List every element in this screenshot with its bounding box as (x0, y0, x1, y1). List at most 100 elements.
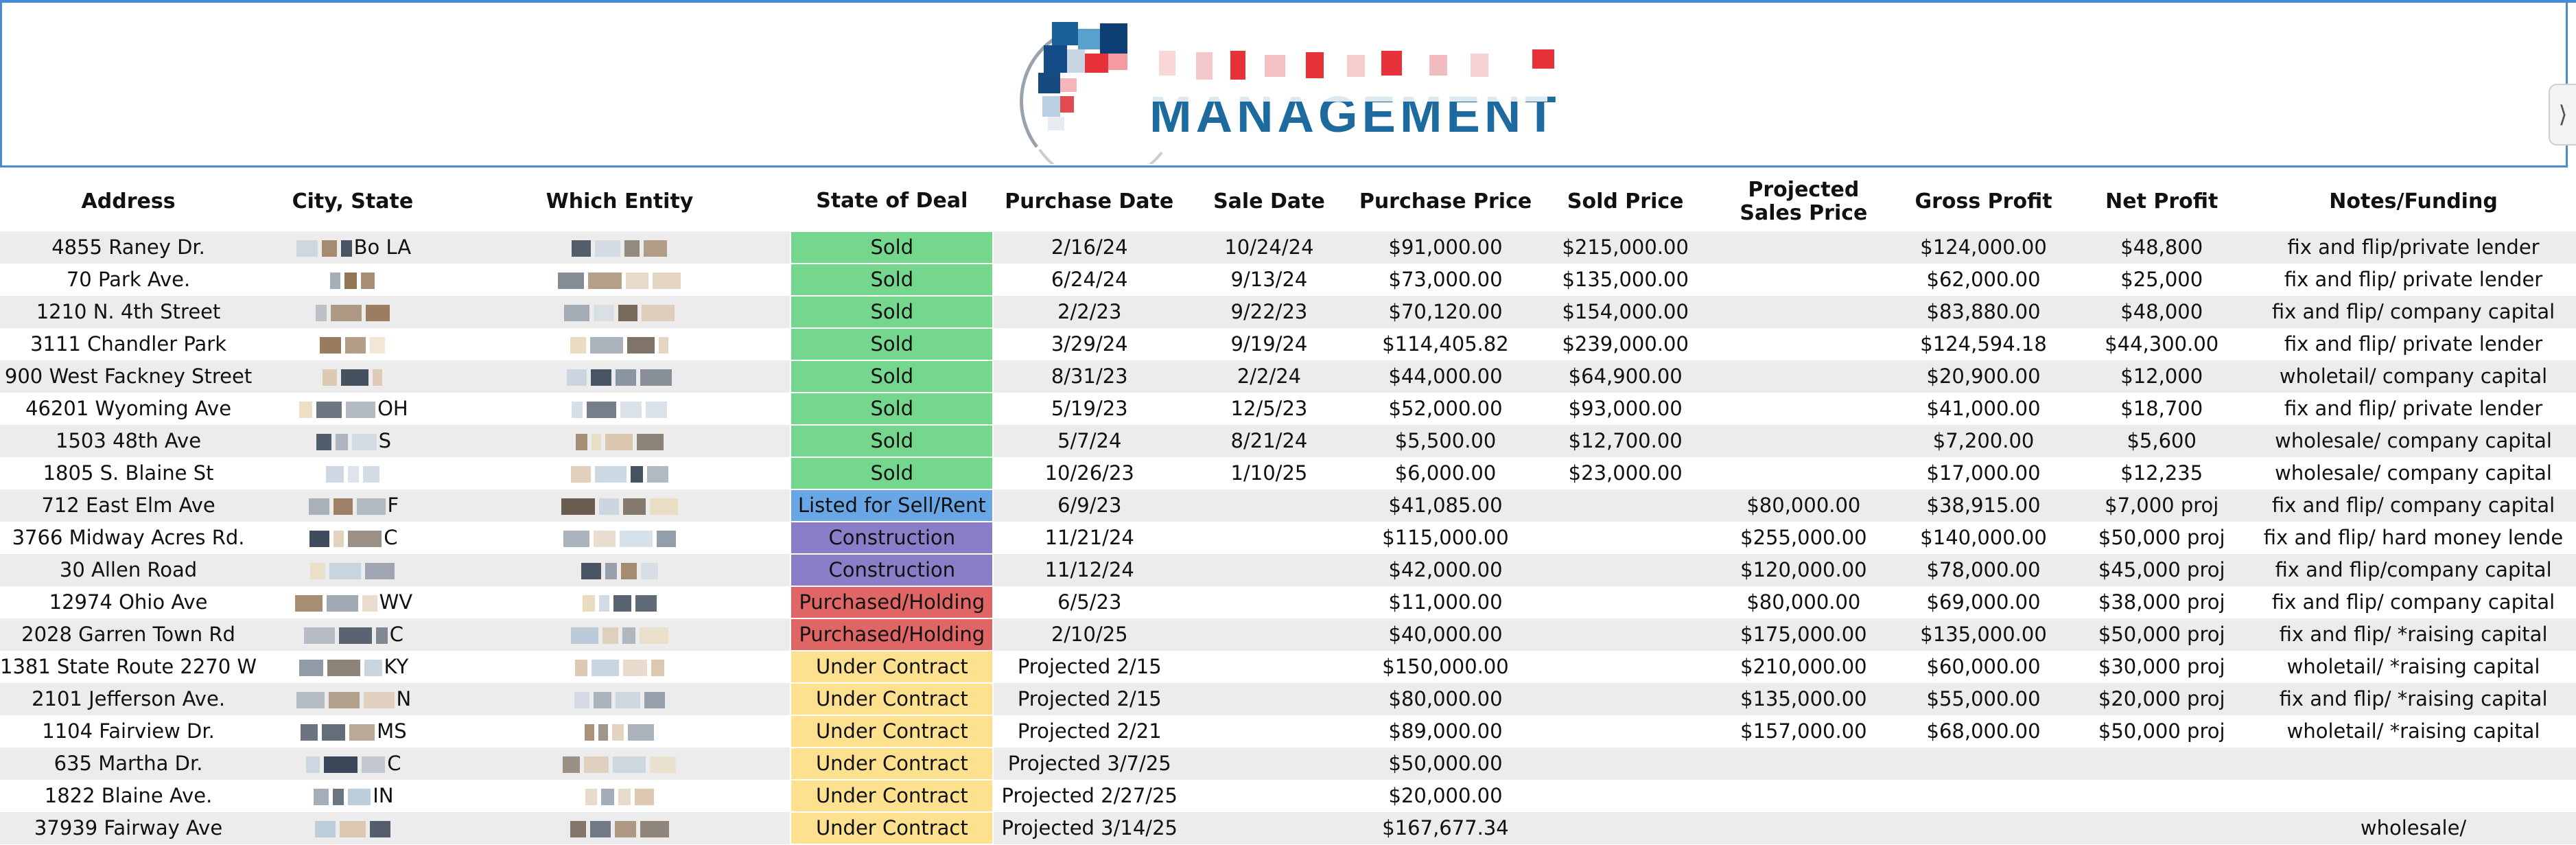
sold-price-cell[interactable]: $154,000.00 (1538, 296, 1713, 328)
city-state-cell[interactable] (257, 812, 449, 844)
status-cell[interactable]: Sold (790, 392, 994, 426)
sold-price-cell[interactable]: $215,000.00 (1538, 231, 1713, 264)
gross-profit-cell[interactable]: $124,594.18 (1894, 328, 2073, 360)
entity-cell[interactable] (448, 651, 791, 683)
city-state-cell[interactable]: IN (257, 780, 449, 812)
entity-cell[interactable] (448, 393, 791, 425)
city-state-cell[interactable] (257, 554, 449, 586)
address-cell[interactable]: 70 Park Ave. (0, 264, 257, 296)
entity-cell[interactable] (448, 812, 791, 844)
projected-sales-price-cell[interactable] (1713, 780, 1895, 812)
entity-cell[interactable] (448, 780, 791, 812)
city-state-cell[interactable] (257, 328, 449, 360)
entity-cell[interactable] (448, 360, 791, 393)
sold-price-cell[interactable]: $135,000.00 (1538, 264, 1713, 296)
notes-funding-cell[interactable]: wholetail/ company capital (2251, 360, 2576, 393)
purchase-price-cell[interactable]: $41,085.00 (1353, 489, 1538, 522)
status-cell[interactable]: Sold (790, 424, 994, 458)
notes-funding-cell[interactable] (2251, 780, 2576, 812)
city-state-cell[interactable]: C (257, 522, 449, 554)
net-profit-cell[interactable]: $20,000 proj (2072, 683, 2251, 715)
sale-date-cell[interactable] (1185, 586, 1353, 618)
projected-sales-price-cell[interactable] (1713, 457, 1895, 489)
purchase-price-cell[interactable]: $50,000.00 (1353, 748, 1538, 780)
net-profit-cell[interactable]: $18,700 (2072, 393, 2251, 425)
net-profit-cell[interactable]: $50,000 proj (2072, 715, 2251, 748)
sale-date-cell[interactable]: 2/2/24 (1185, 360, 1353, 393)
entity-cell[interactable] (448, 296, 791, 328)
notes-funding-cell[interactable]: fix and flip/private lender (2251, 231, 2576, 264)
projected-sales-price-cell[interactable]: $80,000.00 (1713, 489, 1895, 522)
address-cell[interactable]: 1210 N. 4th Street (0, 296, 257, 328)
gross-profit-cell[interactable] (1894, 748, 2073, 780)
sold-price-cell[interactable] (1538, 554, 1713, 586)
status-cell[interactable]: Sold (790, 263, 994, 297)
sale-date-cell[interactable]: 9/22/23 (1185, 296, 1353, 328)
notes-funding-cell[interactable]: wholesale/ company capital (2251, 425, 2576, 457)
purchase-price-cell[interactable]: $80,000.00 (1353, 683, 1538, 715)
entity-cell[interactable] (448, 328, 791, 360)
sale-date-cell[interactable] (1185, 715, 1353, 748)
status-cell[interactable]: Under Contract (790, 811, 994, 845)
status-cell[interactable]: Construction (790, 521, 994, 555)
sold-price-cell[interactable] (1538, 586, 1713, 618)
gross-profit-cell[interactable]: $135,000.00 (1894, 618, 2073, 651)
purchase-price-cell[interactable]: $6,000.00 (1353, 457, 1538, 489)
purchase-date-cell[interactable]: 2/16/24 (993, 231, 1186, 264)
status-cell[interactable]: Under Contract (790, 650, 994, 684)
gross-profit-cell[interactable]: $20,900.00 (1894, 360, 2073, 393)
entity-cell[interactable] (448, 715, 791, 748)
entity-cell[interactable] (448, 522, 791, 554)
address-cell[interactable]: 4855 Raney Dr. (0, 231, 257, 264)
purchase-date-cell[interactable]: 5/19/23 (993, 393, 1186, 425)
purchase-date-cell[interactable]: 11/12/24 (993, 554, 1186, 586)
header-net-profit[interactable]: Net Profit (2072, 172, 2251, 231)
projected-sales-price-cell[interactable] (1713, 425, 1895, 457)
projected-sales-price-cell[interactable]: $210,000.00 (1713, 651, 1895, 683)
notes-funding-cell[interactable]: wholetail/ *raising capital (2251, 715, 2576, 748)
sold-price-cell[interactable]: $239,000.00 (1538, 328, 1713, 360)
net-profit-cell[interactable]: $45,000 proj (2072, 554, 2251, 586)
status-cell[interactable]: Purchased/Holding (790, 618, 994, 651)
gross-profit-cell[interactable] (1894, 780, 2073, 812)
city-state-cell[interactable] (257, 296, 449, 328)
status-cell[interactable]: Construction (790, 553, 994, 587)
projected-sales-price-cell[interactable]: $175,000.00 (1713, 618, 1895, 651)
net-profit-cell[interactable]: $12,000 (2072, 360, 2251, 393)
city-state-cell[interactable] (257, 264, 449, 296)
projected-sales-price-cell[interactable] (1713, 393, 1895, 425)
net-profit-cell[interactable] (2072, 780, 2251, 812)
city-state-cell[interactable]: Bo LA (257, 231, 449, 264)
purchase-price-cell[interactable]: $115,000.00 (1353, 522, 1538, 554)
address-cell[interactable]: 46201 Wyoming Ave (0, 393, 257, 425)
purchase-price-cell[interactable]: $73,000.00 (1353, 264, 1538, 296)
notes-funding-cell[interactable]: fix and flip/company capital (2251, 554, 2576, 586)
gross-profit-cell[interactable]: $60,000.00 (1894, 651, 2073, 683)
projected-sales-price-cell[interactable] (1713, 360, 1895, 393)
entity-cell[interactable] (448, 457, 791, 489)
gross-profit-cell[interactable]: $68,000.00 (1894, 715, 2073, 748)
sale-date-cell[interactable]: 8/21/24 (1185, 425, 1353, 457)
address-cell[interactable]: 1503 48th Ave (0, 425, 257, 457)
collapse-panel-tab[interactable]: ⟩ (2549, 84, 2576, 146)
net-profit-cell[interactable]: $5,600 (2072, 425, 2251, 457)
sold-price-cell[interactable]: $12,700.00 (1538, 425, 1713, 457)
status-cell[interactable]: Sold (790, 295, 994, 329)
purchase-price-cell[interactable]: $52,000.00 (1353, 393, 1538, 425)
sale-date-cell[interactable] (1185, 522, 1353, 554)
sale-date-cell[interactable]: 10/24/24 (1185, 231, 1353, 264)
notes-funding-cell[interactable]: fix and flip/ private lender (2251, 328, 2576, 360)
purchase-price-cell[interactable]: $70,120.00 (1353, 296, 1538, 328)
city-state-cell[interactable]: WV (257, 586, 449, 618)
entity-cell[interactable] (448, 425, 791, 457)
purchase-date-cell[interactable]: 6/24/24 (993, 264, 1186, 296)
address-cell[interactable]: 1381 State Route 2270 W (0, 651, 257, 683)
net-profit-cell[interactable]: $12,235 (2072, 457, 2251, 489)
notes-funding-cell[interactable]: fix and flip/ private lender (2251, 393, 2576, 425)
sale-date-cell[interactable]: 9/19/24 (1185, 328, 1353, 360)
address-cell[interactable]: 1104 Fairview Dr. (0, 715, 257, 748)
address-cell[interactable]: 3766 Midway Acres Rd. (0, 522, 257, 554)
gross-profit-cell[interactable]: $38,915.00 (1894, 489, 2073, 522)
entity-cell[interactable] (448, 231, 791, 264)
gross-profit-cell[interactable]: $62,000.00 (1894, 264, 2073, 296)
